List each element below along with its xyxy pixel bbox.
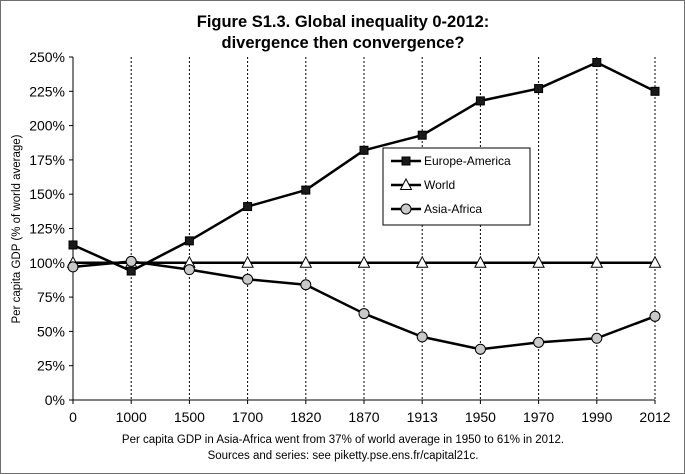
x-tick-label: 1913 (407, 409, 438, 425)
plot-area: 0% 25% 50% 75% 100% 125% 150% 175% 200% 225% 250% 0… (29, 49, 671, 425)
x-tick-label: 1000 (116, 409, 147, 425)
chart-title-line2: divergence then convergence? (222, 34, 465, 52)
point-world-2012 (648, 255, 662, 268)
point-world-1820 (299, 255, 313, 268)
chart-note-line2: Sources and series: see piketty.pse.ens.… (208, 450, 479, 462)
y-tick-label: 50% (37, 323, 65, 339)
point-europe-america-1700 (243, 202, 253, 212)
y-tick-label: 125% (29, 221, 65, 237)
y-tick-label: 200% (29, 118, 65, 134)
point-europe-america-1870 (359, 145, 369, 155)
point-asia-africa-1990 (591, 332, 603, 344)
x-tick-label: 1870 (348, 409, 379, 425)
x-tick-label: 1820 (290, 409, 321, 425)
point-europe-america-1913 (417, 130, 427, 140)
y-tick-label: 175% (29, 152, 65, 168)
point-world-1990 (590, 255, 604, 268)
point-asia-africa-1000 (125, 255, 137, 267)
point-asia-africa-0 (67, 261, 79, 273)
legend-label-europe-america: Europe-America (424, 154, 511, 168)
point-asia-africa-1950 (474, 343, 486, 355)
point-world-1950 (474, 255, 487, 268)
y-tick-label: 225% (29, 83, 65, 99)
point-europe-america-1000 (126, 266, 136, 276)
x-tick-label: 1990 (581, 409, 612, 425)
chart-title-line1: Figure S1.3. Global inequality 0-2012: (197, 13, 490, 31)
point-asia-africa-1820 (300, 279, 312, 291)
point-europe-america-0 (68, 240, 78, 250)
x-tick-label: 2012 (639, 409, 670, 425)
point-asia-africa-1970 (533, 336, 545, 348)
point-europe-america-1990 (592, 57, 602, 67)
x-tick-label: 1700 (232, 409, 263, 425)
y-tick-label: 100% (29, 255, 65, 271)
point-asia-africa-1870 (358, 308, 370, 320)
legend-marker-world (399, 177, 413, 190)
point-asia-africa-1913 (416, 331, 428, 343)
y-tick-label: 0% (45, 392, 65, 408)
point-europe-america-1970 (534, 84, 544, 94)
y-axis-label: Per capita GDP (% of world average) (11, 134, 23, 323)
legend-marker-europe-america (401, 156, 411, 166)
point-world-1870 (357, 255, 371, 268)
y-tick-label: 75% (37, 289, 65, 305)
x-tick-label: 1500 (174, 409, 205, 425)
point-asia-africa-1700 (242, 273, 254, 285)
point-europe-america-2012 (650, 86, 660, 96)
point-world-1913 (415, 255, 429, 268)
x-tick-label: 0 (69, 409, 77, 425)
point-world-1700 (241, 255, 254, 268)
chart-note-line1: Per capita GDP in Asia-Africa went from … (122, 434, 564, 446)
legend-marker-asia-africa (400, 203, 412, 215)
point-europe-america-1820 (301, 185, 311, 195)
point-europe-america-1500 (184, 236, 194, 246)
point-world-1970 (532, 255, 545, 268)
y-tick-label: 25% (37, 358, 65, 374)
legend: Europe-America World Asia-Africa (382, 147, 531, 226)
point-asia-africa-1500 (183, 264, 195, 276)
x-tick-label: 1950 (465, 409, 496, 425)
x-tick-label: 1970 (523, 409, 554, 425)
y-tick-label: 250% (29, 49, 65, 65)
point-asia-africa-2012 (649, 310, 661, 322)
legend-label-world: World (424, 178, 455, 192)
point-europe-america-1950 (475, 96, 485, 106)
y-tick-label: 150% (29, 186, 65, 202)
legend-label-asia-africa: Asia-Africa (424, 202, 482, 216)
